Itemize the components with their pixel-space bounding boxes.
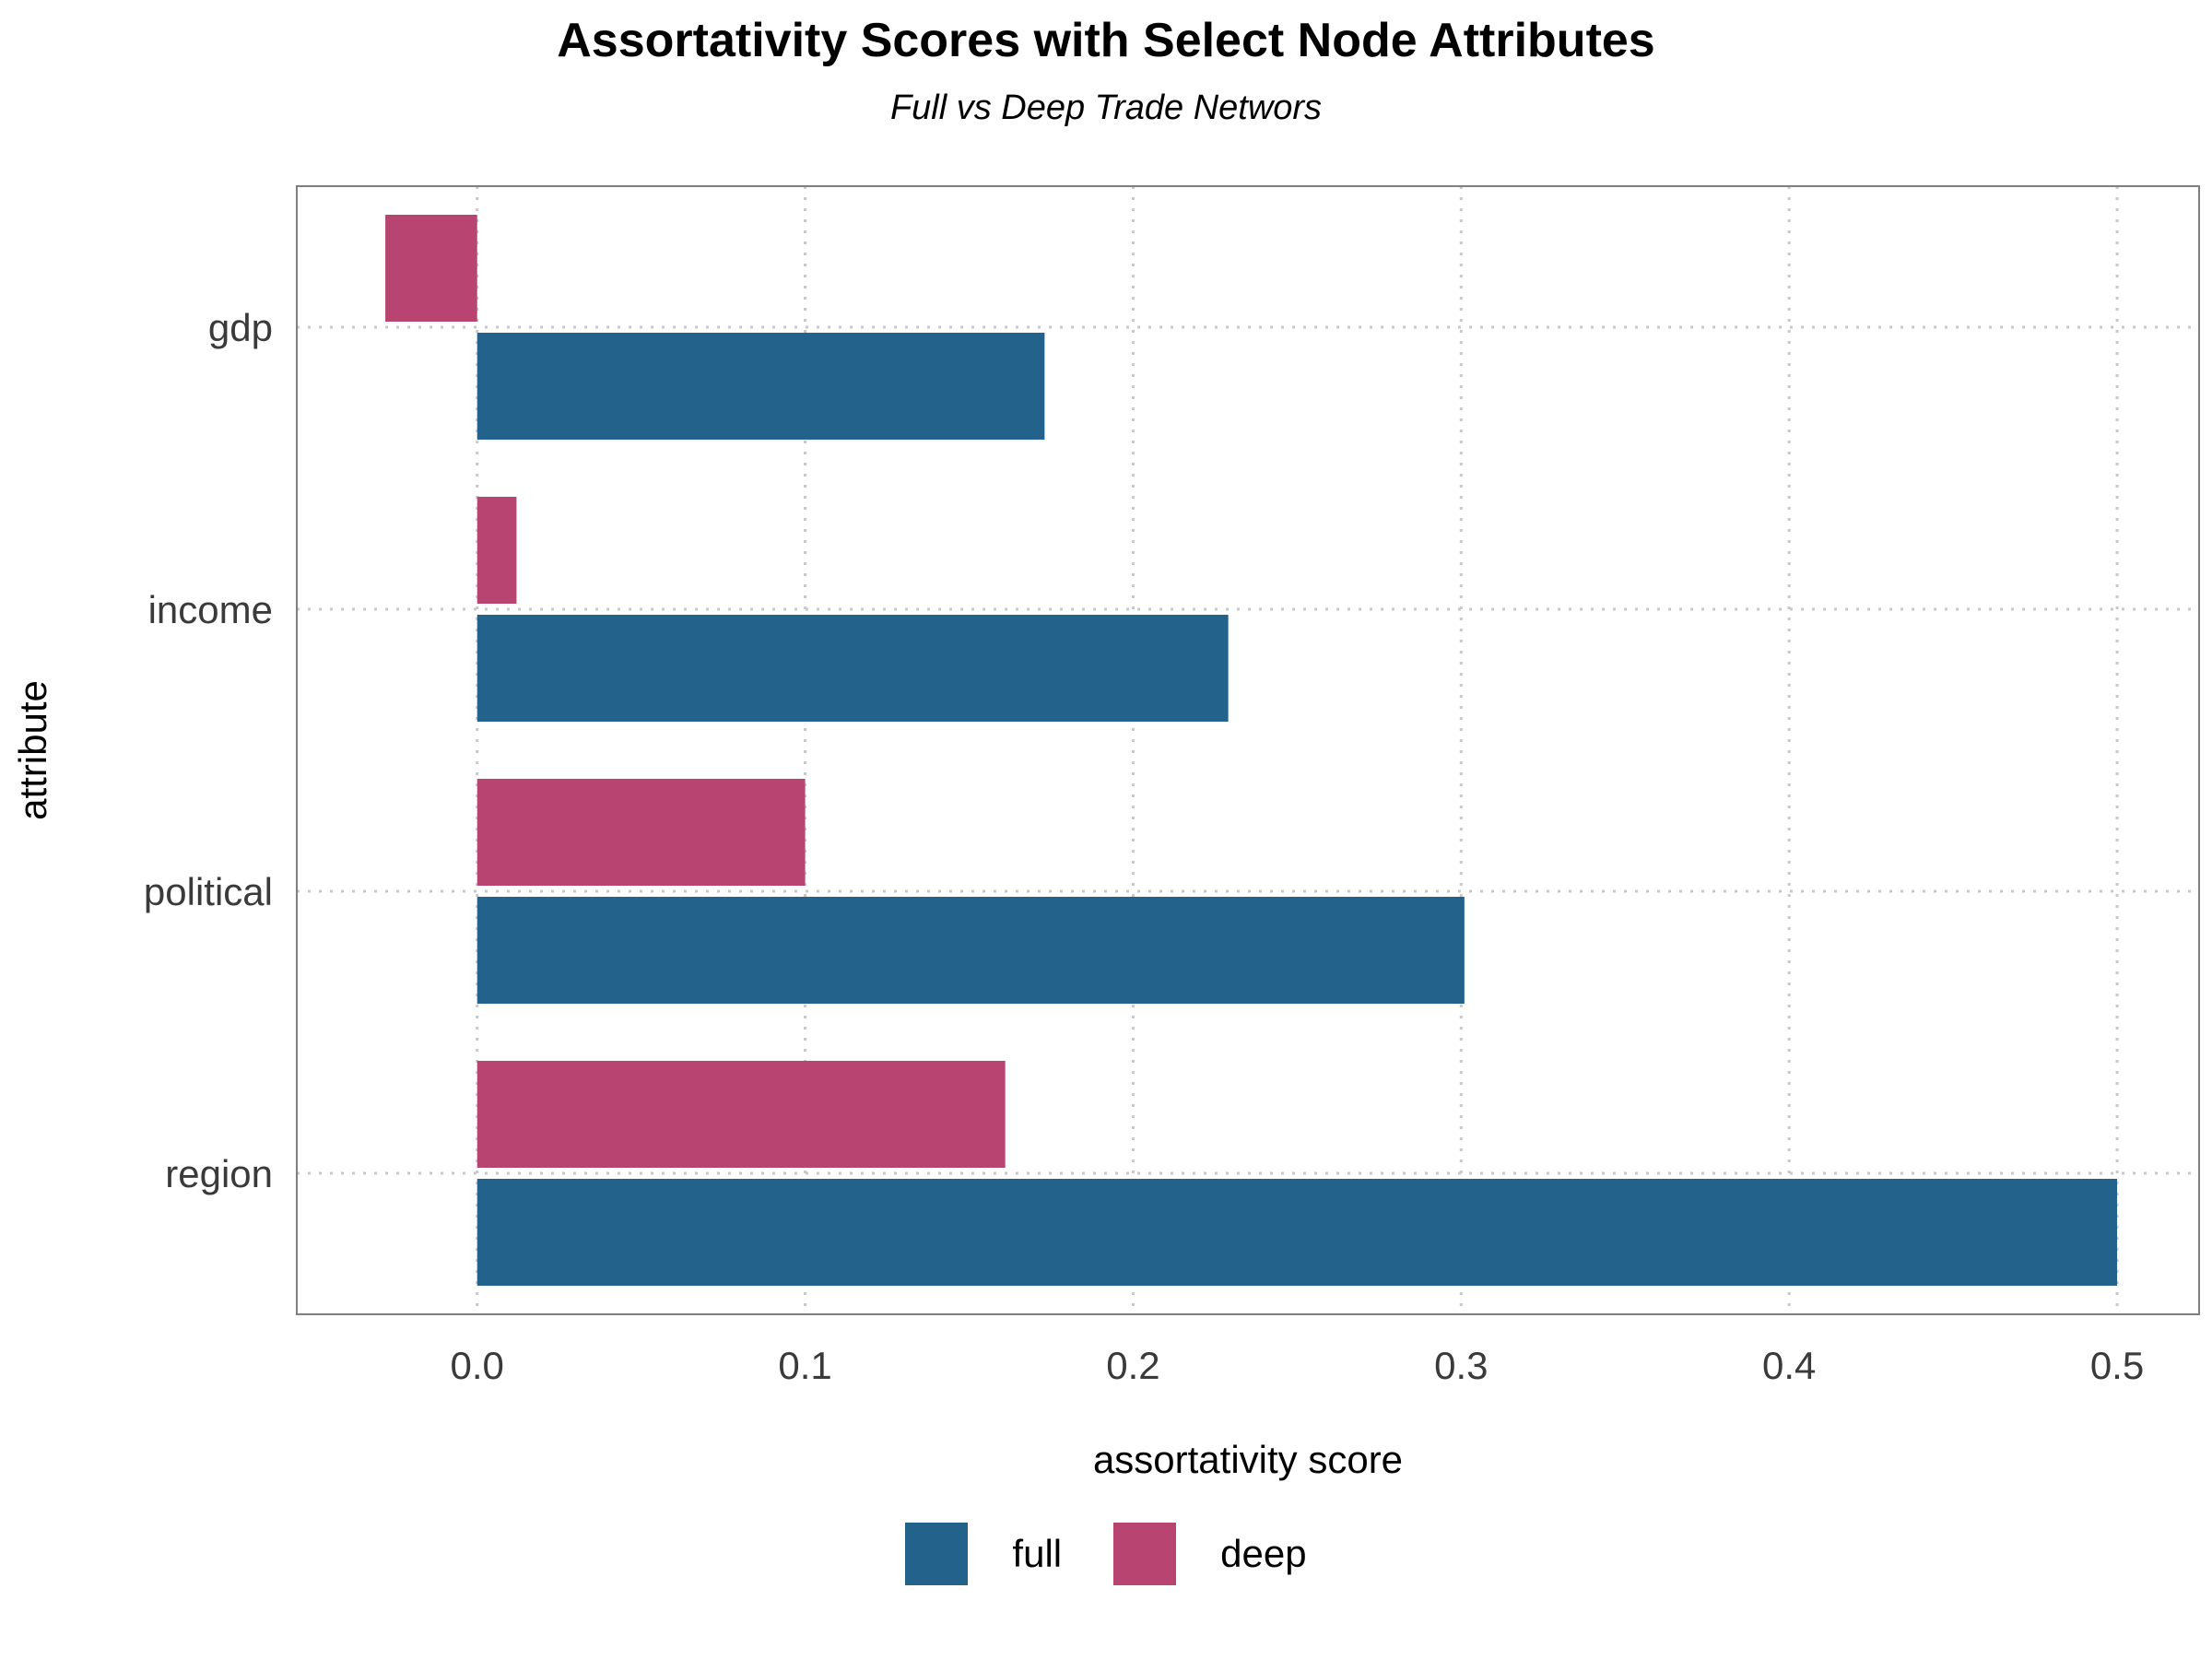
y-axis-title: attribute xyxy=(11,680,54,820)
legend: full deep xyxy=(0,1523,2212,1585)
legend-swatch-deep xyxy=(1113,1523,1177,1585)
y-tick-label: gdp xyxy=(208,306,273,349)
chart-subtitle: Full vs Deep Trade Networs xyxy=(889,88,1323,127)
bar-full-gdp xyxy=(477,333,1045,440)
y-tick-labels: gdp income political region xyxy=(144,306,273,1195)
x-tick-label: 0.1 xyxy=(778,1344,831,1387)
legend-swatch-full xyxy=(905,1523,969,1585)
y-tick-label: political xyxy=(144,870,273,913)
bar-deep-income xyxy=(477,497,517,604)
x-tick-labels: 0.0 0.1 0.2 0.3 0.4 0.5 xyxy=(451,1344,2145,1387)
x-tick-label: 0.3 xyxy=(1434,1344,1488,1387)
y-tick-label: income xyxy=(148,588,273,631)
legend-item-full: full xyxy=(905,1523,1062,1585)
x-tick-label: 0.5 xyxy=(2090,1344,2144,1387)
bar-full-political xyxy=(477,897,1465,1004)
x-tick-label: 0.2 xyxy=(1106,1344,1159,1387)
bar-full-income xyxy=(477,615,1229,722)
legend-label-full: full xyxy=(1012,1532,1063,1575)
x-tick-label: 0.0 xyxy=(451,1344,504,1387)
bar-full-region xyxy=(477,1179,2118,1286)
bar-deep-political xyxy=(477,779,806,886)
y-tick-label: region xyxy=(165,1152,273,1195)
bars xyxy=(385,215,2118,1286)
chart-title: Assortativity Scores with Select Node At… xyxy=(557,14,1655,67)
bar-deep-region xyxy=(477,1061,1006,1168)
bar-deep-gdp xyxy=(385,215,477,322)
legend-item-deep: deep xyxy=(1113,1523,1307,1585)
legend-label-deep: deep xyxy=(1220,1532,1307,1575)
x-axis-title: assortativity score xyxy=(1093,1438,1403,1481)
x-tick-label: 0.4 xyxy=(1762,1344,1816,1387)
plot-panel-border xyxy=(296,185,2200,1315)
